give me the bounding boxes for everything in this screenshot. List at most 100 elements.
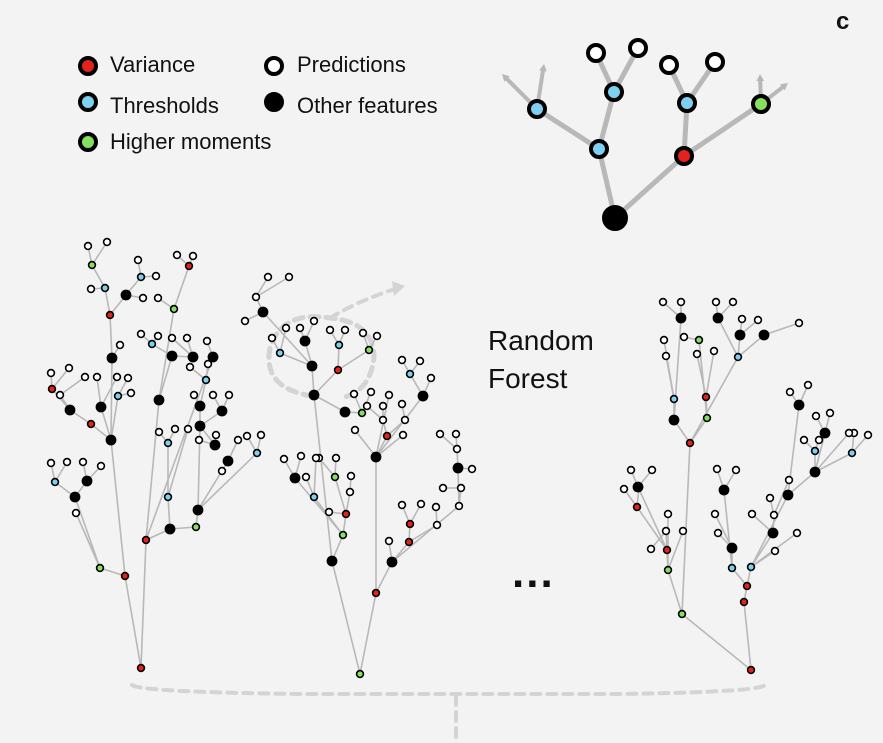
prediction-node (586, 43, 606, 63)
tree-edge (51, 367, 70, 390)
threshold-node (677, 93, 697, 113)
threshold-node (746, 562, 756, 572)
other-feature-node (452, 462, 464, 474)
prediction-node (397, 399, 407, 409)
other-feature-node (308, 389, 320, 401)
threshold-node (50, 477, 60, 487)
prediction-node (731, 465, 741, 475)
prediction-node (183, 424, 193, 434)
other-feature-node (712, 312, 724, 324)
prediction-node (167, 333, 177, 343)
other-feature-node (289, 472, 301, 484)
prediction-node (647, 465, 657, 475)
other-feature-node (726, 542, 738, 554)
prediction-node (349, 389, 359, 399)
tree-edge (158, 308, 175, 401)
higher-moment-node (355, 669, 365, 679)
prediction-node (123, 373, 133, 383)
prediction-node (112, 372, 122, 382)
prediction-node (224, 390, 234, 400)
variance-node (739, 597, 749, 607)
tree-edge (773, 479, 790, 516)
variance-node (405, 519, 415, 529)
tree-edge (705, 350, 715, 398)
tree-edge (109, 314, 113, 359)
threshold-node (733, 352, 743, 362)
prediction-node (62, 457, 72, 467)
prediction-node (658, 297, 668, 307)
tree-edge (787, 471, 816, 496)
prediction-node (678, 526, 688, 536)
tree-edge (637, 486, 668, 551)
other-feature-node (809, 466, 821, 478)
other-feature-node (386, 556, 398, 568)
prediction-node (728, 297, 738, 307)
subtree-highlight-loop (266, 314, 377, 401)
prediction-node (378, 401, 388, 411)
other-feature-node (153, 394, 165, 406)
prediction-node (211, 430, 221, 440)
other-feature-node (370, 451, 382, 463)
panel-label: c (836, 8, 850, 35)
tree-edge (354, 429, 377, 458)
prediction-node (415, 356, 425, 366)
tree-edge (331, 560, 361, 675)
tree-edge (667, 530, 684, 571)
prediction-node (663, 509, 673, 519)
tree-edge (59, 376, 86, 396)
prediction-node (811, 411, 821, 421)
other-feature-node (106, 352, 118, 364)
higher-moment-node (357, 408, 367, 418)
prediction-node (431, 502, 441, 512)
prediction-node (432, 520, 442, 530)
tree-edge (359, 592, 377, 675)
tree-edge (814, 432, 850, 473)
legend-higher-moments-label: Higher moments (110, 129, 272, 154)
tree-edge (279, 327, 287, 354)
tree-edge (91, 241, 108, 266)
tree-edge (535, 106, 601, 152)
other-feature-node (668, 414, 680, 426)
dashed-connectors (130, 281, 767, 743)
legend (78, 56, 284, 152)
prediction-node (456, 483, 466, 493)
tree-edge (173, 265, 190, 310)
other-feature-node (257, 306, 269, 318)
tree-edge (100, 376, 118, 408)
prediction-node (619, 484, 629, 494)
legend-thresholds-label: Thresholds (110, 93, 219, 118)
prediction-node (151, 271, 161, 281)
tree-edge (158, 355, 173, 401)
other-feature-node (216, 405, 228, 417)
variance-node (742, 581, 752, 591)
threshold-node (252, 448, 262, 458)
variance-node (371, 588, 381, 598)
other-feature-node (120, 289, 132, 301)
threshold-node (136, 272, 146, 282)
legend-threshold-node-marker (78, 92, 98, 112)
tree-edge (743, 601, 752, 671)
prediction-node (792, 528, 802, 538)
variance-node (184, 261, 194, 271)
tree-edge (110, 357, 113, 441)
prediction-node (153, 331, 163, 341)
legend-predictions-label: Predictions (297, 52, 406, 77)
other-feature-node (207, 351, 219, 363)
prediction-node (309, 316, 319, 326)
other-feature-node (95, 401, 107, 413)
higher-moment-node (364, 345, 374, 355)
prediction-node (814, 435, 824, 445)
prediction-node (279, 454, 289, 464)
legend-other-feature-node-marker (264, 92, 284, 112)
threshold-node (163, 438, 173, 448)
prediction-node (366, 387, 376, 397)
other-feature-node (69, 491, 81, 503)
prediction-node (384, 390, 394, 400)
other-feature-node (718, 484, 730, 496)
tree-edge (313, 394, 333, 562)
other-feature-node (782, 489, 794, 501)
threshold-node (727, 563, 737, 573)
prediction-node (202, 336, 212, 346)
prediction-node (825, 408, 835, 418)
prediction-node (217, 466, 227, 476)
